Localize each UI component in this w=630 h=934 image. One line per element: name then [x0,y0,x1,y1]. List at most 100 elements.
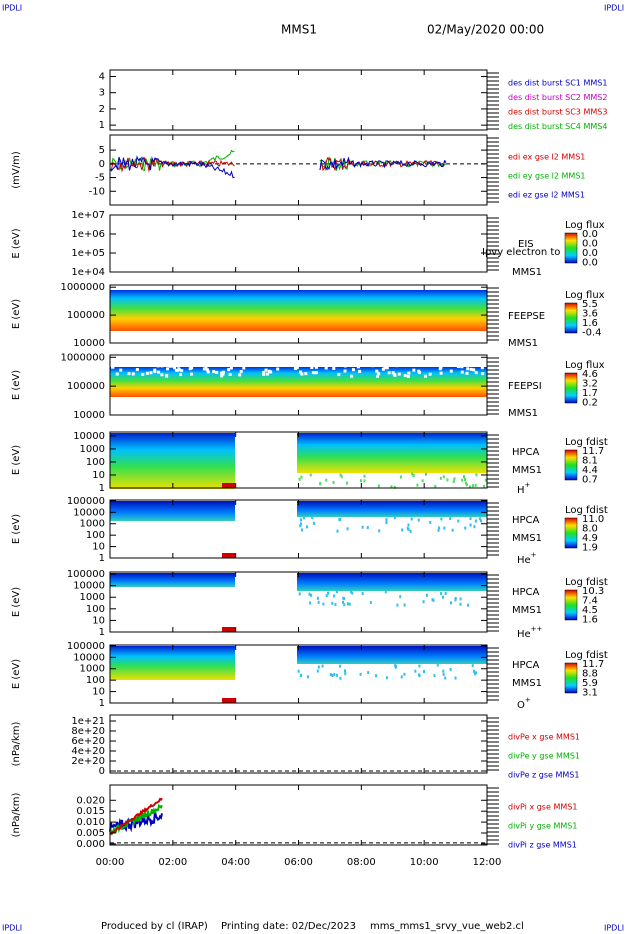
legend-entry: edi ey gse l2 MMS1 [508,172,586,181]
spectrogram-speck [332,481,335,485]
y-axis-label: E (eV) [11,445,22,475]
spectrogram-speck [366,526,369,530]
spectrogram-speck [434,484,437,488]
spectrogram-speck [321,664,324,668]
colorbar-label: 3.1 [582,688,598,699]
x-tick-label: 02:00 [158,857,187,868]
spectrogram-speck [449,369,453,373]
spectrogram-speck [222,627,235,632]
spectrogram-speck [115,372,119,376]
spectrogram-speck [412,473,415,477]
spectrogram-speck [424,374,428,378]
legend-entry: divPi x gse MMS1 [508,803,577,812]
spectrogram-speck [457,365,461,369]
y-tick-label: 10000 [73,431,105,442]
y-axis-label: (nPa/km) [11,793,22,838]
spectrogram-speck [336,529,339,533]
colorbar-label: 3.6 [582,309,598,320]
colorbar-label: 4.5 [582,605,598,616]
spectrogram-speck [351,368,355,372]
spectrogram-speck [442,669,445,673]
instrument: HPCA [512,447,540,458]
spectrogram-speck [306,675,309,679]
spectrogram-speck [377,484,380,488]
species-charge: ++ [531,625,543,633]
spectrogram-speck [474,519,477,523]
spectrogram-speck [466,367,470,371]
spectrogram-speck [472,484,475,488]
instrument: HPCA [512,515,540,526]
colorbar-label: 0.0 [582,229,598,240]
x-tick-label: 06:00 [284,857,313,868]
spectrogram-speck [478,517,481,521]
species: He+ [517,551,537,566]
spectrogram-speck [400,675,403,679]
spectrogram-speck [297,669,300,673]
spectrogram-speck [385,518,388,522]
spectrogram-speck [339,473,342,477]
y-tick-label: 1e+06 [71,229,105,240]
spectrogram-fill [297,501,487,517]
spectrogram-speck [457,519,460,523]
spectrogram-speck [350,590,353,594]
colorbar-label: 4.6 [582,369,598,380]
spectrogram-speck [262,372,266,376]
y-tick-label: 1000 [80,664,105,675]
spectrogram-speck [406,374,410,378]
spectrogram-speck [471,664,474,668]
spectrogram-speck [342,600,345,604]
spectrogram-speck [393,485,396,489]
spacecraft: MMS1 [512,465,542,476]
spectrogram-speck [425,472,428,476]
spectrogram-speck [292,363,296,367]
spectrogram-speck [222,483,235,488]
spectrogram-speck [453,477,456,481]
colorbar-label: 0.0 [582,248,598,259]
colorbar-title: Log flux [565,220,605,231]
y-tick-label: 2 [99,104,105,115]
species-charge: + [525,481,531,489]
instrument: FEEPSI [508,381,542,392]
y-tick-label: 0 [99,159,105,170]
spectrogram-speck [383,366,387,370]
spectrogram-speck [460,365,464,369]
colorbar-title: Log flux [565,360,605,371]
y-tick-label: -5 [95,173,105,184]
instrument: FEEPSE [508,311,545,322]
y-tick-label: -10 [89,186,105,197]
spectrogram-speck [475,473,478,477]
y-axis-label: E (eV) [11,514,22,544]
y-tick-label: 1 [99,120,105,131]
corner-label: IPDLI [2,4,22,13]
spectrogram-speck [176,368,180,372]
colorbar-label: -0.4 [582,328,602,339]
spectrogram-speck [444,676,447,680]
spectrogram-speck [302,516,305,520]
spectrogram-speck [399,595,402,599]
spectrogram-speck [314,365,318,369]
spectrogram-speck [469,516,472,520]
spectrogram-speck [156,364,160,368]
colorbar-label: 11.7 [582,659,604,670]
y-tick-label: 0.005 [76,828,105,839]
legend-entry: edi ez gse l2 MMS1 [508,191,585,200]
x-tick-label: 10:00 [410,857,439,868]
spectrogram-fill [110,290,487,331]
spectrogram-speck [465,483,468,487]
spectrogram-speck [127,372,131,376]
spectrogram-speck [336,590,339,594]
spectrogram-speck [295,365,299,369]
spectrogram-speck [403,603,406,607]
spectrogram-speck [242,366,246,370]
spectrogram-speck [439,365,443,369]
spectrogram-speck [212,370,216,374]
spectrogram-speck [337,373,341,377]
spectrogram-speck [371,364,375,368]
spectrogram-speck [351,591,354,595]
instrument: HPCA [512,660,540,671]
spectrogram-speck [205,368,209,372]
spectrogram-speck [439,371,443,375]
spectrogram-speck [334,363,338,367]
spectrogram-speck [446,478,449,482]
species-name: H [517,485,525,496]
